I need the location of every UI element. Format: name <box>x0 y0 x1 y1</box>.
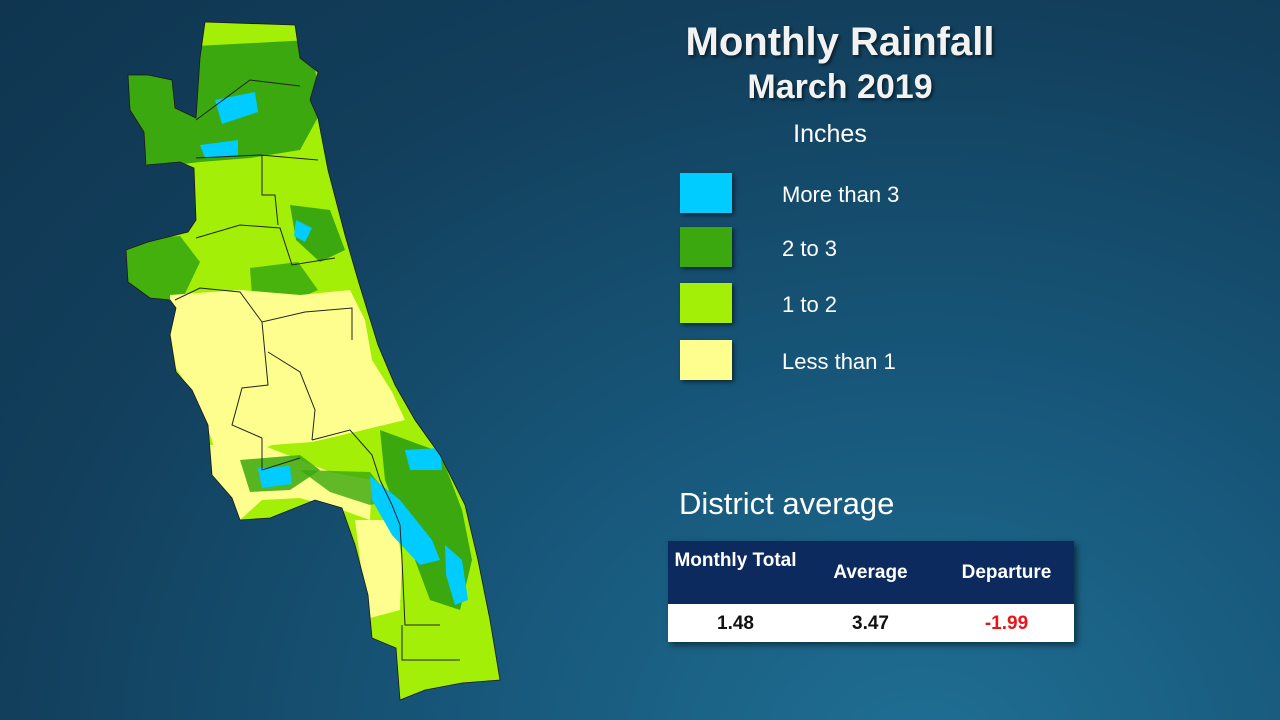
legend-units-label: Inches <box>793 120 867 148</box>
zone-gt3-coast2 <box>445 545 468 605</box>
zone-lt1-central <box>170 290 405 458</box>
legend-swatch <box>680 227 732 267</box>
value-average: 3.47 <box>852 613 889 634</box>
legend-label: More than 3 <box>782 182 900 207</box>
legend-item-more-than-3: More than 3 <box>680 173 1000 213</box>
legend-item-1-to-2: 1 to 2 <box>680 283 1000 323</box>
zone-gt3-east <box>294 220 312 242</box>
zone-gt3-coast1 <box>405 448 442 470</box>
rainfall-map <box>0 0 520 720</box>
legend-swatch <box>680 340 732 380</box>
county-boundaries <box>174 79 460 661</box>
zone-2to3-south-mid <box>300 470 392 505</box>
legend-swatch <box>680 283 732 323</box>
column-header-monthly-total: Monthly Total <box>674 550 797 571</box>
district-map-svg <box>125 21 501 701</box>
column-header-average: Average <box>833 562 908 583</box>
zone-gt3-north1 <box>215 92 258 124</box>
legend-label: Less than 1 <box>782 349 896 374</box>
table-header-row: Monthly Total Average Departure <box>668 541 1074 604</box>
zone-2to3-east <box>290 205 345 262</box>
value-departure: -1.99 <box>984 613 1029 634</box>
legend-swatch <box>680 173 732 213</box>
map-subtitle: March 2019 <box>747 68 933 106</box>
legend-item-less-than-1: Less than 1 <box>680 340 1000 380</box>
district-average-heading: District average <box>679 486 895 521</box>
column-header-departure: Departure <box>961 562 1052 583</box>
zone-gt3-north2 <box>200 140 238 158</box>
value-monthly-total: 1.48 <box>717 613 754 634</box>
zone-gt3-river <box>370 476 440 565</box>
map-title: Monthly Rainfall <box>685 20 995 64</box>
district-average-table: Monthly Total Average Departure 1.48 3.4… <box>668 541 1074 642</box>
legend-item-2-to-3: 2 to 3 <box>680 227 1000 267</box>
zone-gt3-lake <box>258 466 292 488</box>
table-values-row: 1.48 3.47 -1.99 <box>668 604 1074 642</box>
legend-label: 1 to 2 <box>782 292 838 317</box>
rainfall-zones <box>126 40 472 665</box>
zone-2to3-west <box>126 236 200 300</box>
legend-label: 2 to 3 <box>782 236 838 261</box>
zone-1to2-south-tip <box>400 600 470 665</box>
